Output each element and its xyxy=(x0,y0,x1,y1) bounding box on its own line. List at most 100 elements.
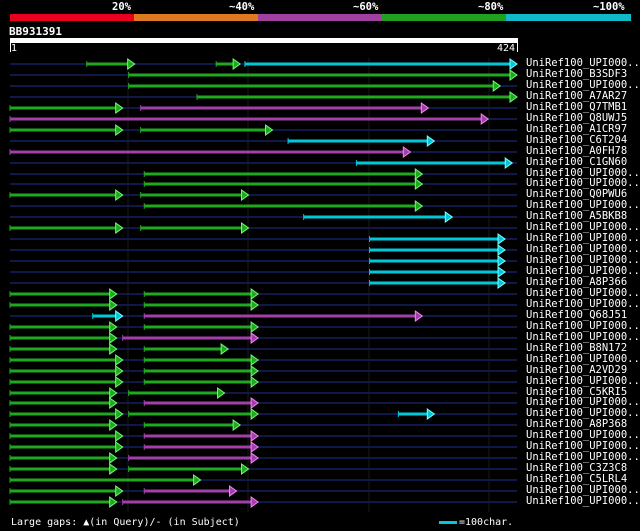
hit-name-link[interactable]: UniRef100_C5KRI5 xyxy=(526,386,628,398)
hit-name-link[interactable]: UniRef100_A7AR27 xyxy=(526,90,628,102)
hit-name-link[interactable]: UniRef100_UPI000.. xyxy=(526,440,640,452)
hit-arrow xyxy=(414,200,424,212)
legend-label-40: ~40% xyxy=(229,1,255,13)
hit-name-link[interactable]: UniRef100_A1CR97 xyxy=(526,123,628,135)
hit-arrow xyxy=(109,452,118,464)
hit-arrow xyxy=(497,244,506,256)
hit-name-link[interactable]: UniRef100_UPI000.. xyxy=(526,167,640,179)
hit-name-link[interactable]: UniRef100_C5LRL4 xyxy=(526,473,628,485)
hit-arrow xyxy=(109,343,118,355)
hit-arrow xyxy=(509,58,518,70)
hit-name-link[interactable]: UniRef100_UPI000.. xyxy=(526,298,640,310)
hit-arrow xyxy=(115,365,124,377)
hit-arrow xyxy=(250,430,259,442)
hit-name-link[interactable]: UniRef100_Q7TMB1 xyxy=(526,101,628,113)
hit-arrow xyxy=(115,485,124,497)
hit-arrow xyxy=(250,321,259,333)
hit-arrow xyxy=(109,387,118,399)
hit-name-link[interactable]: UniRef100_UPI000.. xyxy=(526,287,640,299)
hit-name-link[interactable]: UniRef100_UPI000.. xyxy=(526,79,640,91)
hit-name-link[interactable]: UniRef100_UPI000.. xyxy=(526,177,640,189)
hit-arrow xyxy=(115,376,124,388)
hit-name-link[interactable]: UniRef100_UPI000.. xyxy=(526,353,640,365)
hit-arrow xyxy=(109,419,118,431)
hit-name-link[interactable]: UniRef100_A0FH78 xyxy=(526,145,628,157)
color-segment-green xyxy=(382,14,506,21)
query-bar xyxy=(10,38,518,42)
gaps-legend: Large gaps: ▲(in Query)/- (in Subject) xyxy=(11,517,240,528)
hit-arrow xyxy=(220,343,230,355)
hit-name-link[interactable]: UniRef100_UPI000.. xyxy=(526,451,640,463)
hit-name-link[interactable]: UniRef100_B8N172 xyxy=(526,342,628,354)
hit-arrow xyxy=(250,408,259,420)
hit-name-link[interactable]: UniRef100_UPI000.. xyxy=(526,495,640,507)
hit-arrow xyxy=(402,146,412,158)
hit-name-link[interactable]: UniRef100_UPI000.. xyxy=(526,320,640,332)
hit-arrow xyxy=(250,332,259,344)
legend-label-60: ~60% xyxy=(353,1,379,13)
hit-name-link[interactable]: UniRef100_UPI000.. xyxy=(526,331,640,343)
hit-name-link[interactable]: UniRef100_UPI000.. xyxy=(526,57,640,69)
legend-label-80: ~80% xyxy=(478,1,504,13)
hit-arrow xyxy=(232,58,241,70)
hit-arrow xyxy=(115,408,124,420)
hit-arrow xyxy=(250,452,259,464)
color-segment-orange xyxy=(134,14,258,21)
hit-arrow xyxy=(250,354,259,366)
hit-name-link[interactable]: UniRef100_UPI000.. xyxy=(526,243,640,255)
color-segment-cyan xyxy=(506,14,631,21)
hit-arrow xyxy=(115,124,124,136)
hit-arrow xyxy=(250,365,259,377)
hit-name-link[interactable]: UniRef100_A8P366 xyxy=(526,276,628,288)
hit-arrow xyxy=(250,496,259,508)
hit-name-link[interactable]: UniRef100_UPI000.. xyxy=(526,484,640,496)
hit-name-link[interactable]: UniRef100_B3SDF3 xyxy=(526,68,628,80)
hit-arrow xyxy=(509,69,518,81)
hit-arrow xyxy=(109,288,118,300)
ruler-start-label: 1 xyxy=(11,43,18,54)
hit-arrow xyxy=(444,211,454,223)
legend-label-20: 20% xyxy=(112,1,131,13)
hit-arrow xyxy=(115,354,124,366)
hit-name-link[interactable]: UniRef100_UPI000.. xyxy=(526,407,640,419)
hit-arrow xyxy=(426,135,436,147)
hit-arrow xyxy=(497,255,506,267)
hit-arrow xyxy=(492,80,502,92)
hit-arrow xyxy=(109,496,118,508)
hit-name-link[interactable]: UniRef100_UPI000.. xyxy=(526,396,640,408)
hit-name-link[interactable]: UniRef100_Q68J51 xyxy=(526,309,628,321)
hit-name-link[interactable]: UniRef100_UPI000.. xyxy=(526,199,640,211)
hit-name-link[interactable]: UniRef100_UPI000.. xyxy=(526,254,640,266)
hit-name-link[interactable]: UniRef100_Q8UWJ5 xyxy=(526,112,628,124)
hit-arrow xyxy=(414,310,424,322)
hit-name-link[interactable]: UniRef100_C1GN60 xyxy=(526,156,628,168)
hit-arrow xyxy=(509,91,518,103)
hit-arrow xyxy=(109,321,118,333)
hit-arrow xyxy=(115,102,124,114)
hit-name-link[interactable]: UniRef100_UPI000.. xyxy=(526,221,640,233)
hit-arrow xyxy=(241,222,250,234)
color-segment-purple xyxy=(258,14,382,21)
hit-name-link[interactable]: UniRef100_UPI000.. xyxy=(526,429,640,441)
ruler-tick-start xyxy=(10,42,11,52)
hit-name-link[interactable]: UniRef100_UPI000.. xyxy=(526,375,640,387)
color-segment-red xyxy=(10,14,134,21)
hit-name-link[interactable]: UniRef100_A2VD29 xyxy=(526,364,628,376)
hit-name-link[interactable]: UniRef100_Q0PWU6 xyxy=(526,188,628,200)
hit-arrow xyxy=(127,58,136,70)
hit-name-link[interactable]: UniRef100_A5BKB8 xyxy=(526,210,628,222)
hit-arrow xyxy=(497,277,506,289)
hit-arrow xyxy=(426,408,436,420)
hit-name-link[interactable]: UniRef100_UPI000.. xyxy=(526,232,640,244)
hit-name-link[interactable]: UniRef100_A8P368 xyxy=(526,418,628,430)
hit-arrow xyxy=(109,299,118,311)
scale-label: =100char. xyxy=(459,517,514,528)
hit-name-link[interactable]: UniRef100_UPI000.. xyxy=(526,265,640,277)
hit-name-link[interactable]: UniRef100_C6T204 xyxy=(526,134,628,146)
ruler-end-label: 424 xyxy=(497,43,516,54)
hit-name-link[interactable]: UniRef100_C3Z3C8 xyxy=(526,462,628,474)
hit-arrow xyxy=(414,178,424,190)
hit-arrow xyxy=(250,376,259,388)
hit-arrow xyxy=(497,233,506,245)
